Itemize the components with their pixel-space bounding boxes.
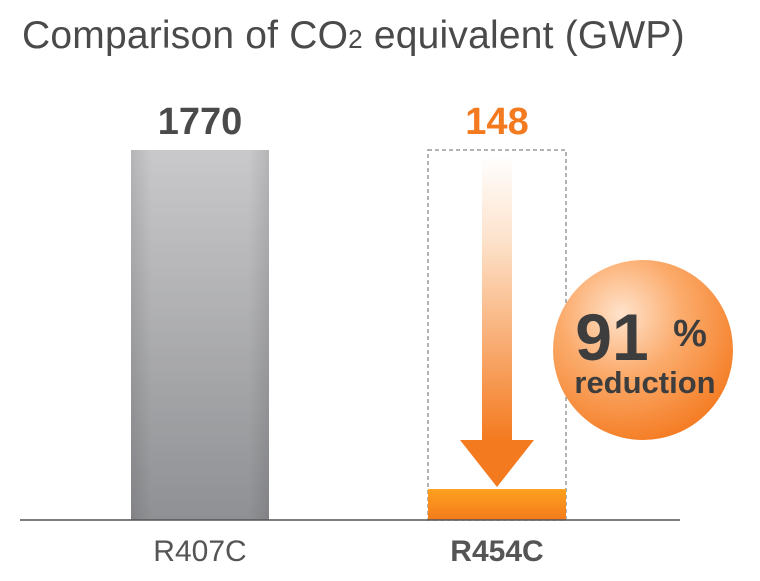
category-label-r454c: R454C (450, 535, 543, 568)
value-label-r454c: 148 (465, 101, 528, 143)
reduction-badge (553, 260, 733, 440)
reduction-percent-sign: % (673, 313, 707, 355)
chart-title: Comparison of CO2 equivalent (GWP) (22, 14, 685, 58)
chart-title-rest: equivalent (GWP) (362, 14, 685, 57)
chart-title-main: Comparison of CO (22, 14, 349, 57)
reduction-arrow-shaft (482, 156, 512, 440)
chart-title-subscript: 2 (348, 24, 363, 54)
bar-r454c (428, 489, 566, 520)
category-label-r407c: R407C (153, 535, 246, 568)
reduction-label: reduction (574, 365, 715, 400)
value-label-r407c: 1770 (158, 101, 243, 143)
reduction-arrow-head (460, 440, 534, 487)
reduction-percent-value: 91 (575, 300, 648, 374)
bar-r407c-shade (131, 150, 269, 520)
